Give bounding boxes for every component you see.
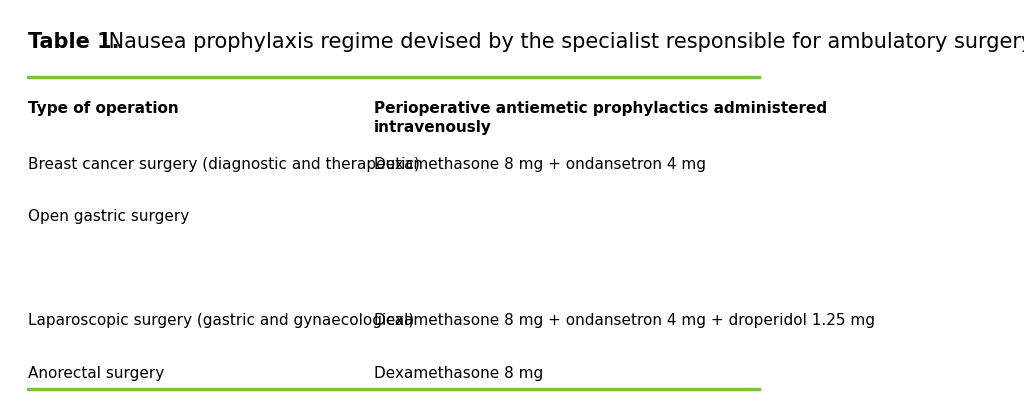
Text: Anorectal surgery: Anorectal surgery [28,365,164,380]
Text: Open gastric surgery: Open gastric surgery [28,209,188,223]
Text: Dexamethasone 8 mg + ondansetron 4 mg + droperidol 1.25 mg: Dexamethasone 8 mg + ondansetron 4 mg + … [374,313,876,328]
Text: Dexamethasone 8 mg + ondansetron 4 mg: Dexamethasone 8 mg + ondansetron 4 mg [374,156,706,171]
Text: Perioperative antiemetic prophylactics administered
intravenously: Perioperative antiemetic prophylactics a… [374,100,827,135]
Text: Dexamethasone 8 mg: Dexamethasone 8 mg [374,365,544,380]
Text: Breast cancer surgery (diagnostic and therapeutic): Breast cancer surgery (diagnostic and th… [28,156,420,171]
Text: Laparoscopic surgery (gastric and gynaecological): Laparoscopic surgery (gastric and gynaec… [28,313,414,328]
Text: Nausea prophylaxis regime devised by the specialist responsible for ambulatory s: Nausea prophylaxis regime devised by the… [101,32,1024,52]
Text: Table 1.: Table 1. [28,32,119,52]
Text: Type of operation: Type of operation [28,100,178,115]
